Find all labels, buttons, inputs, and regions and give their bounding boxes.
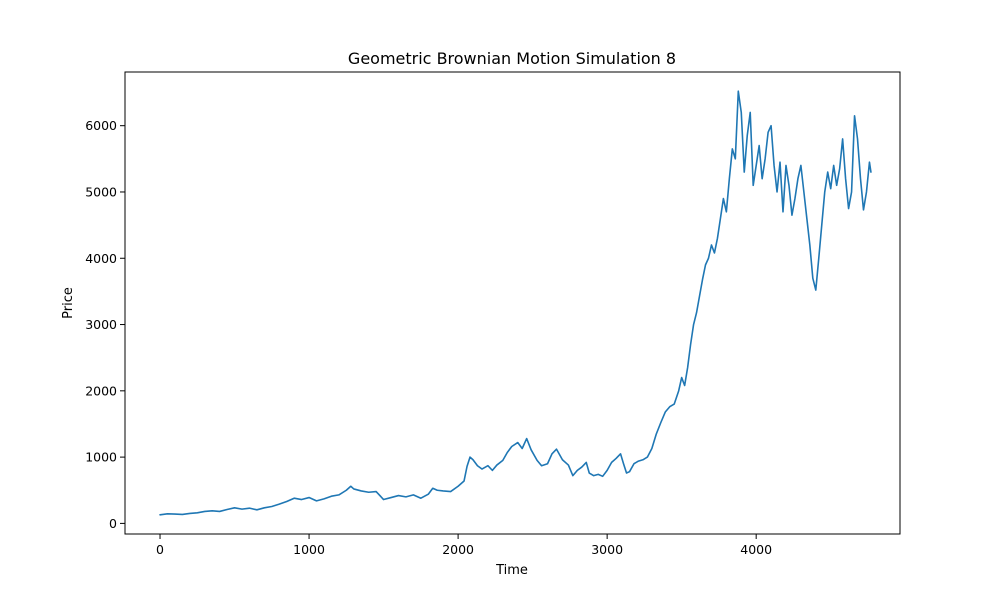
y-tick-label: 2000	[85, 383, 117, 398]
chart-title: Geometric Brownian Motion Simulation 8	[348, 49, 676, 68]
y-tick-label: 6000	[85, 118, 117, 133]
y-tick-label: 5000	[85, 184, 117, 199]
x-tick-label: 1000	[293, 542, 325, 557]
series-line	[159, 90, 872, 516]
x-tick-label: 2000	[442, 542, 474, 557]
x-tick-label: 4000	[740, 542, 772, 557]
y-tick-label: 4000	[85, 251, 117, 266]
y-tick-label: 3000	[85, 317, 117, 332]
y-axis: 0 1000 2000 3000 4000 5000 6000	[85, 118, 125, 531]
x-axis: 0 1000 2000 3000 4000	[156, 534, 772, 557]
x-tick-label: 3000	[591, 542, 623, 557]
plot-frame	[124, 71, 901, 535]
y-tick-label: 0	[109, 516, 117, 531]
y-axis-label: Price	[61, 287, 76, 319]
y-tick-label: 1000	[85, 450, 117, 465]
x-tick-label: 0	[156, 542, 164, 557]
x-axis-label: Time	[495, 563, 528, 578]
